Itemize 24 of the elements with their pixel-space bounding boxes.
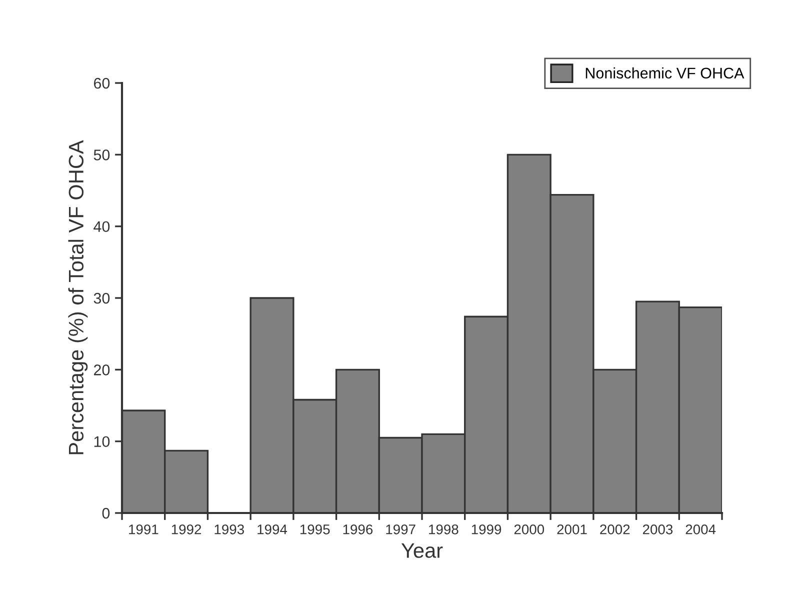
y-tick-label: 60 <box>94 78 110 89</box>
y-tick-label: 40 <box>94 221 110 232</box>
y-axis-title: Percentage (%) of Total VF OHCA <box>68 140 88 454</box>
x-tick-label: 1999 <box>472 524 502 534</box>
x-tick-label: 2000 <box>514 524 544 534</box>
x-tick-label: 1998 <box>429 524 458 534</box>
y-tick-label: 50 <box>94 150 110 160</box>
x-tick-label: 2002 <box>600 524 630 534</box>
x-axis-title: Year <box>401 543 443 558</box>
x-tick-label: 1994 <box>258 524 288 534</box>
x-tick-label: 1997 <box>386 524 416 534</box>
x-tick-label: 1991 <box>129 524 158 534</box>
x-tick-label: 2003 <box>642 524 673 534</box>
y-tick-label: 30 <box>94 292 110 304</box>
x-tick-label: 2001 <box>557 524 587 534</box>
y-tick-label: 10 <box>94 436 110 448</box>
x-tick-label: 1996 <box>343 524 373 534</box>
x-tick-label: 1992 <box>172 524 202 534</box>
y-tick-label: 20 <box>94 364 110 376</box>
x-tick-label: 1995 <box>300 524 330 534</box>
x-tick-label: 2004 <box>686 524 716 534</box>
x-tick-label: 1993 <box>214 524 244 534</box>
y-tick-label: 0 <box>102 508 110 519</box>
legend-label: Nonischemic VF OHCA <box>586 67 744 79</box>
